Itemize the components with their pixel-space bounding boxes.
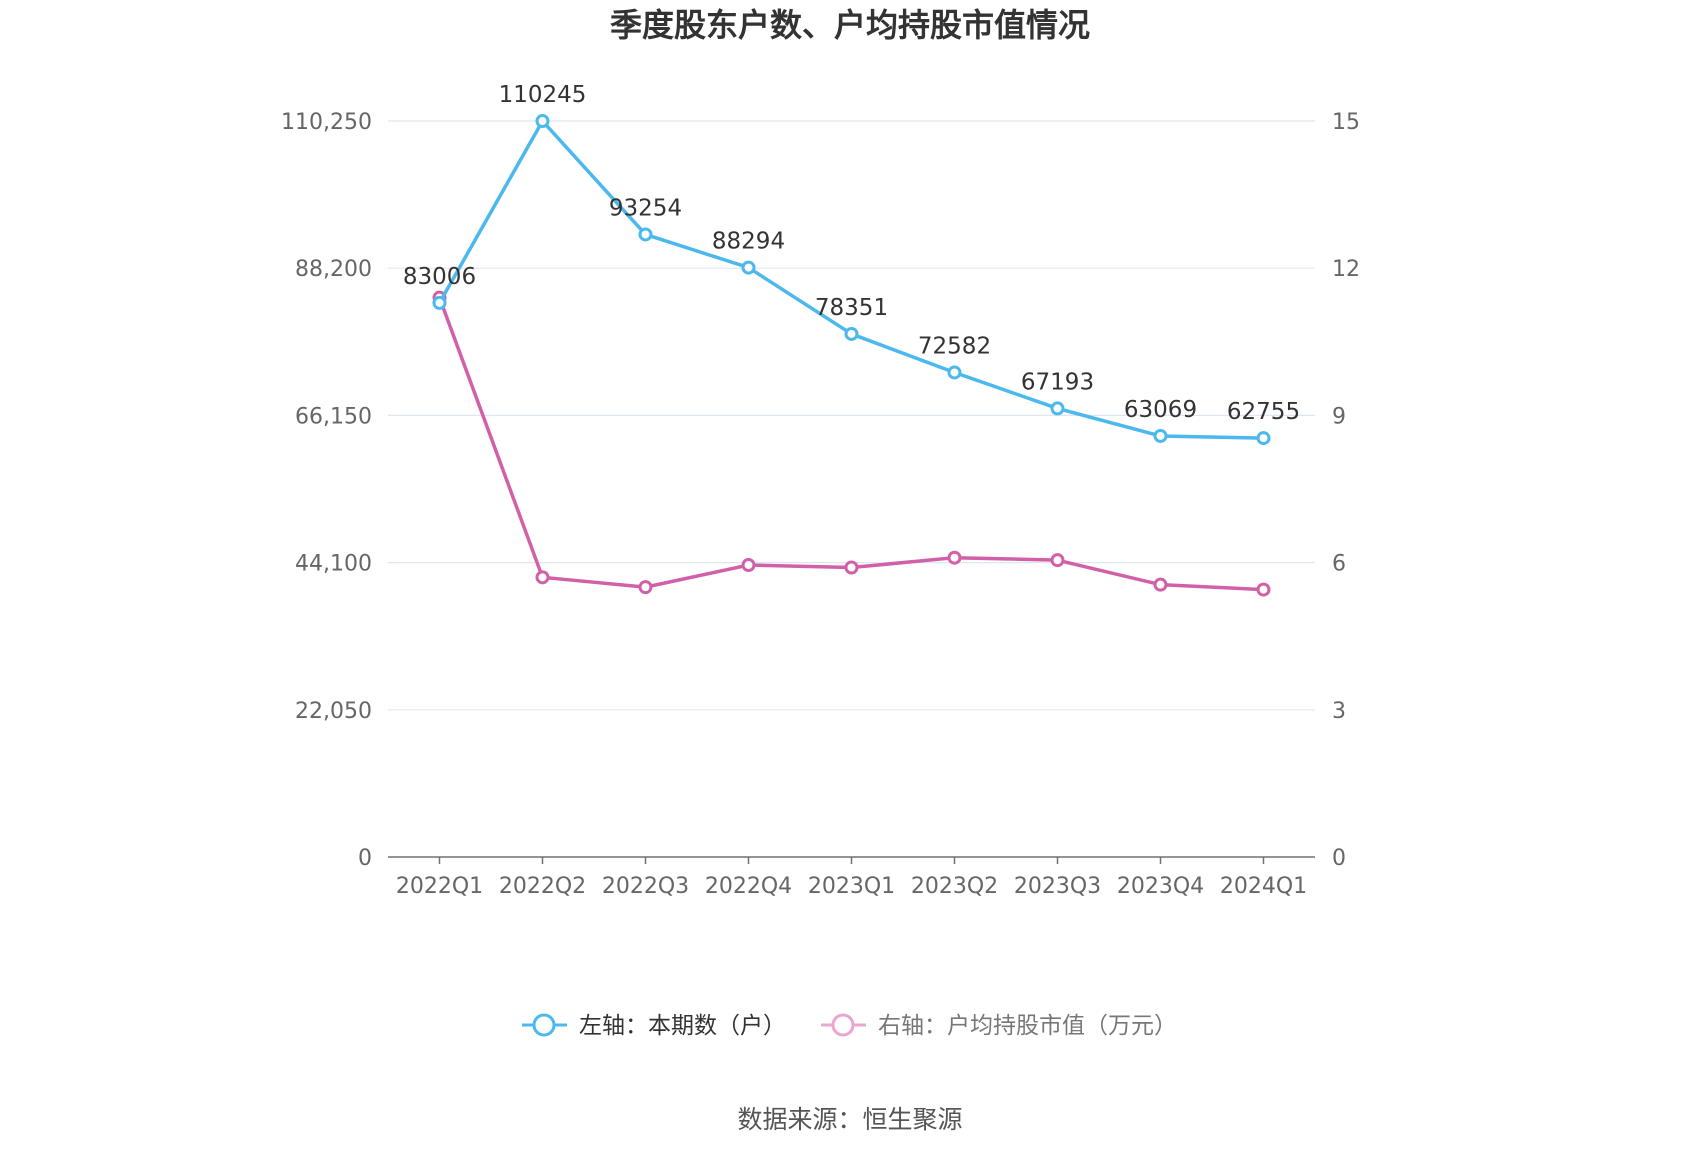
data-source: 数据来源：恒生聚源: [737, 1105, 962, 1134]
left-series-point[interactable]: [1153, 428, 1168, 443]
data-label: 110245: [499, 82, 587, 108]
left-axis-tick-label: 66,150: [295, 404, 372, 429]
right-series-point[interactable]: [638, 580, 653, 595]
x-axis-tick-label: 2022Q3: [602, 874, 689, 899]
left-series-point[interactable]: [741, 260, 756, 275]
x-axis-tick-label: 2023Q2: [911, 874, 998, 899]
x-axis-tick-label: 2022Q4: [705, 874, 792, 899]
data-label: 63069: [1124, 397, 1197, 423]
legend-item-right-series[interactable]: 右轴：户均持股市值（万元）: [821, 1013, 1177, 1039]
left-series-line: [437, 119, 1266, 440]
right-series-point[interactable]: [1050, 553, 1065, 568]
x-axis-tick-label: 2022Q1: [396, 874, 483, 899]
legend: 左轴：本期数（户） 右轴：户均持股市值（万元）: [522, 1013, 1177, 1039]
x-axis-tick-label: 2024Q1: [1220, 874, 1307, 899]
legend-right-label: 右轴：户均持股市值（万元）: [878, 1013, 1177, 1039]
chart-title: 季度股东户数、户均持股市值情况: [610, 6, 1090, 44]
series-lines: [432, 114, 1271, 597]
right-series-point[interactable]: [1256, 582, 1271, 597]
left-series-point[interactable]: [1050, 401, 1065, 416]
right-series-line: [437, 295, 1266, 592]
axes: 0 0 22,050 3 44,100 6 66,150 9 88,200 12 110,250 15…: [281, 110, 1360, 899]
data-label: 93254: [609, 195, 682, 221]
left-series-point[interactable]: [1256, 431, 1271, 446]
right-series-point[interactable]: [844, 560, 859, 575]
left-series-point[interactable]: [844, 326, 859, 341]
x-axis-tick-label: 2023Q1: [808, 874, 895, 899]
right-axis-tick-label: 12: [1332, 257, 1360, 282]
left-axis-tick-label: 22,050: [295, 699, 372, 724]
right-series-point[interactable]: [1153, 577, 1168, 592]
data-labels: 83006 110245 93254 88294 78351 72582 67193 6306…: [403, 82, 1300, 425]
right-axis-tick-label: 9: [1332, 404, 1346, 429]
left-series-point[interactable]: [638, 227, 653, 242]
right-axis-tick-label: 0: [1332, 846, 1346, 871]
legend-item-left-series[interactable]: 左轴：本期数（户）: [522, 1013, 786, 1039]
legend-left-label: 左轴：本期数（户）: [579, 1013, 786, 1039]
legend-right-marker: [831, 1013, 855, 1037]
x-axis-tick-label: 2023Q3: [1014, 874, 1101, 899]
left-axis-tick-label: 0: [358, 846, 372, 871]
right-series-point[interactable]: [535, 570, 550, 585]
data-label: 62755: [1227, 399, 1300, 425]
x-axis-tick-label: 2022Q2: [499, 874, 586, 899]
right-axis-tick-label: 3: [1332, 699, 1346, 724]
left-axis-tick-label: 88,200: [295, 257, 372, 282]
right-series-point[interactable]: [947, 550, 962, 565]
legend-left-marker: [532, 1013, 556, 1037]
data-label: 78351: [815, 295, 888, 321]
right-axis-tick-label: 15: [1332, 110, 1360, 135]
right-series-point[interactable]: [741, 558, 756, 573]
left-series-point[interactable]: [535, 114, 550, 129]
left-axis-tick-label: 110,250: [281, 110, 372, 135]
left-axis-tick-label: 44,100: [295, 552, 372, 577]
data-label: 88294: [712, 229, 785, 255]
x-axis-tick-label: 2023Q4: [1117, 874, 1204, 899]
data-label: 67193: [1021, 369, 1094, 395]
left-series-point[interactable]: [432, 295, 447, 310]
right-axis-tick-label: 6: [1332, 552, 1346, 577]
left-series-point[interactable]: [947, 365, 962, 380]
data-label: 83006: [403, 264, 476, 290]
data-label: 72582: [918, 333, 991, 359]
